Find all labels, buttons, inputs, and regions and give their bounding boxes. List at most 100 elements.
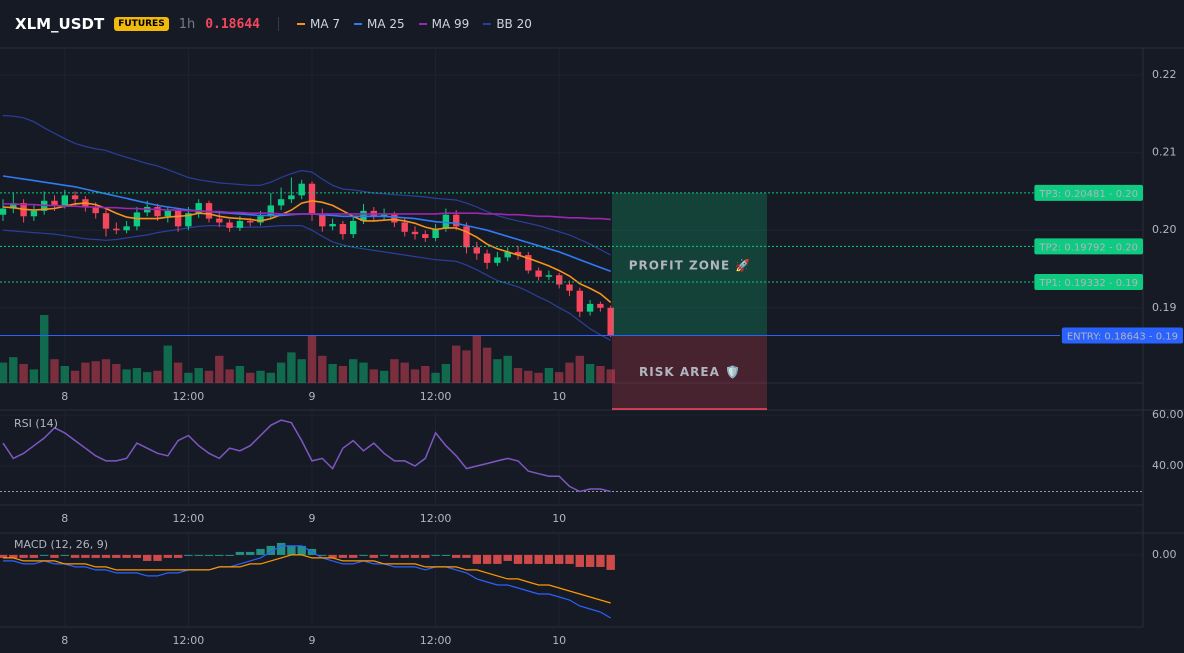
x-tick-label: 12:00 [420,390,452,403]
macd-histogram-bar [328,554,337,558]
candle-body [463,226,470,248]
candle-body [226,222,233,228]
candle-body [174,210,182,227]
volume-bar [122,369,131,383]
ma-line [3,203,611,221]
level-label: TP3: 0.20481 - 0.20 [1038,189,1138,200]
volume-bar [606,369,615,383]
level-tag [1034,274,1143,291]
volume-bar [163,345,172,383]
candle-body [308,183,316,215]
macd-histogram-bar [596,554,605,567]
legend-item[interactable]: MA 7 [297,17,340,31]
y-tick-label: 0.22 [1152,68,1177,81]
labels: 0.22 0.21 0.20 0.19 8 12:00 9 12:00 10 PROFIT ZON… [14,68,1184,647]
x-tick-label: 8 [61,512,68,525]
macd-histogram-bar [400,554,409,558]
macd-histogram-bar [503,554,512,561]
candle-body [576,290,583,312]
legend-label: MA 25 [367,17,405,31]
candle-body [411,231,419,235]
candle-body [339,224,347,235]
candle-body [195,203,202,214]
macd-histogram-bar [452,554,461,558]
candle-body [514,251,522,256]
candle-body [123,226,130,231]
volume-bar [91,361,100,383]
macd-histogram-bar [246,551,255,555]
candle-body [185,213,192,227]
pane-title: RSI (14) [14,417,58,430]
macd-histogram-bar [0,554,8,558]
volume-bar [338,366,348,383]
level-tag [1034,184,1143,201]
macd-histogram-bar [225,554,234,556]
volume-bar [318,355,327,383]
macd-histogram-bar [101,554,111,558]
volume-bar [472,335,481,383]
volume-bar [132,368,142,383]
volume-bar [0,362,8,383]
volume-bar [40,315,49,383]
pane-title: MACD (12, 26, 9) [14,538,108,551]
interval[interactable]: 1h [178,16,196,32]
volume-bar [204,370,214,383]
volume-bar [307,335,317,383]
symbol[interactable]: XLM_USDT [15,15,105,33]
legend-item[interactable]: MA 25 [354,17,405,31]
volume-bar [503,355,512,383]
volume-bar [544,368,554,383]
last-price: 0.18644 [205,16,260,32]
macd-histogram-bar [359,554,368,556]
volume-bar [441,363,451,383]
volume-bar [70,370,80,383]
macd-histogram-bar [297,545,306,555]
legend-swatch [418,23,427,25]
candle-body [535,270,542,277]
legend-swatch [483,23,492,25]
candle-body [494,257,501,263]
candle-body [236,220,244,228]
x-tick-label: 12:00 [173,512,205,525]
volume-bar [410,369,420,383]
candle-body [483,253,491,263]
macd-histogram-bar [50,554,59,558]
band-line [2,225,611,341]
candle-body [113,228,120,231]
macd-histogram-bar [173,554,183,558]
volume-bar [19,363,28,383]
volume-bar [101,359,111,383]
candle-body [401,222,408,232]
volume-bar [513,368,523,383]
zone-label: RISK AREA 🛡️ [639,365,741,379]
legend-item[interactable]: BB 20 [483,17,532,31]
candle-body [61,195,68,206]
macd-histogram-bar [482,554,492,564]
y-tick-label: 40.00 [1152,459,1184,472]
y-tick-label: 60.00 [1152,408,1184,421]
macd-histogram-bar [431,554,440,556]
grid [0,48,1143,627]
macd-histogram-bar [256,548,265,555]
separator [278,17,279,31]
volume-bar [493,359,502,383]
level-label: TP1: 0.19332 - 0.19 [1038,278,1138,289]
macd-histogram-bar [112,554,121,558]
x-tick-label: 12:00 [420,634,452,647]
macd-histogram-bar [215,554,224,556]
legend-item[interactable]: MA 99 [418,17,469,31]
macd-histogram-bar [40,554,49,556]
volume-bar [184,372,193,383]
candle-body [0,208,7,215]
rsi-line [2,419,611,493]
x-tick-label: 9 [309,390,316,403]
macd-histogram-bar [544,554,554,564]
macd-histogram-bar [194,554,203,556]
y-tick-label: 0.19 [1152,301,1177,314]
x-tick-label: 10 [552,390,566,403]
macd-histogram-bar [318,554,327,556]
candle-body [453,214,460,227]
macd-histogram-bar [565,554,574,564]
